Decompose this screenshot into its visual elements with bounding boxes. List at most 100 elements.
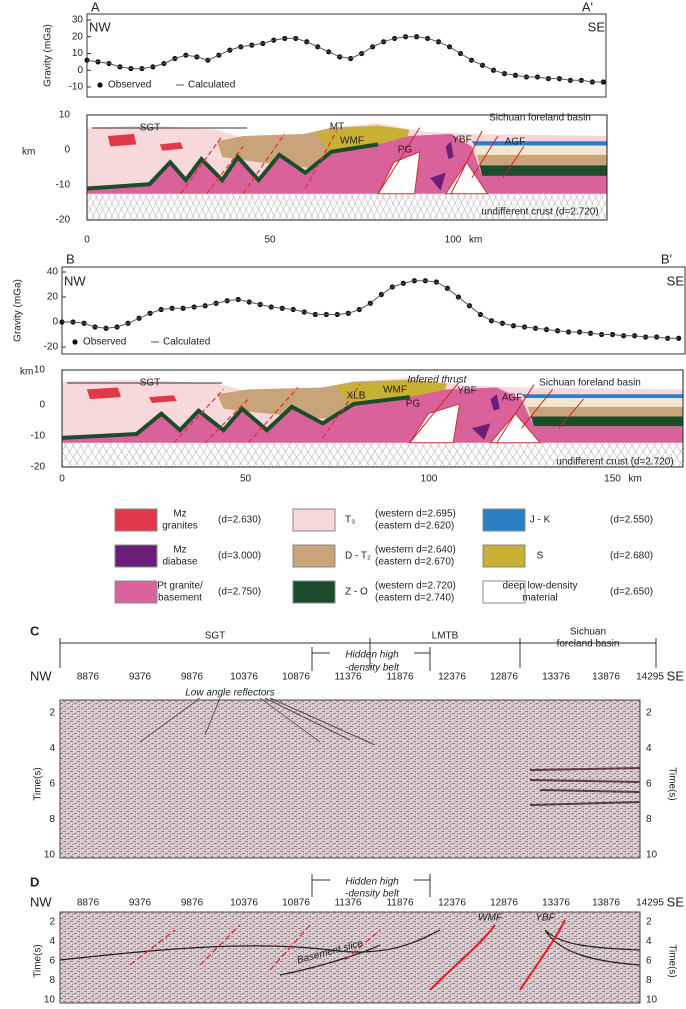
x-tick-label: 9376 xyxy=(129,898,152,909)
legend-density: (eastern d=2.740) xyxy=(375,593,454,604)
y-tick-label-right: 2 xyxy=(646,917,652,928)
legend-swatch xyxy=(293,545,335,567)
legend-name: deep low-density xyxy=(502,581,577,592)
section-label: YBF xyxy=(452,135,471,146)
legend-label: Observed xyxy=(83,337,126,348)
section-x-tick: 100 xyxy=(445,235,462,246)
legend-density: (western d=2.640) xyxy=(375,545,456,556)
legend-marker xyxy=(72,339,77,344)
section-x-tick: 0 xyxy=(59,474,65,485)
section-y-label: km xyxy=(20,367,33,378)
section-x-tick: 0 xyxy=(84,235,90,246)
section-y-label: km xyxy=(22,147,35,158)
panel-annotation: YBF xyxy=(535,913,555,924)
section-label: PG xyxy=(406,399,421,410)
x-tick-label: 12876 xyxy=(490,898,518,909)
figure: 3020100-10Gravity (mGa)AA'NWSEObservedCa… xyxy=(0,0,686,1009)
legend-swatch xyxy=(293,581,335,603)
section-label: YBF xyxy=(457,386,476,397)
x-tick-label: 9876 xyxy=(181,898,204,909)
y-tick-label-right: 6 xyxy=(646,956,652,967)
legend-density: (western d=2.695) xyxy=(375,509,456,520)
y-tick-label-right: 8 xyxy=(646,814,652,825)
legend-name: Z - O xyxy=(345,587,368,598)
legend-label: Calculated xyxy=(163,337,210,348)
zone-label: foreland basin xyxy=(557,639,620,650)
legend-name: T₃ xyxy=(345,515,355,526)
x-tick-label: 12376 xyxy=(438,898,466,909)
direction-right: SE xyxy=(667,668,685,683)
x-tick-label: 9876 xyxy=(181,672,204,683)
legend-swatch xyxy=(115,545,157,567)
section-x-tick: 150 xyxy=(604,474,621,485)
y-tick-label: 10 xyxy=(72,48,84,59)
legend-density: (d=3.000) xyxy=(218,551,261,562)
x-tick-label: 13876 xyxy=(592,672,620,683)
x-tick-label: 12876 xyxy=(490,672,518,683)
y-tick-label: 10 xyxy=(44,850,56,861)
profile-start: A xyxy=(91,0,100,14)
legend-density: (eastern d=2.670) xyxy=(375,557,454,568)
legend-name: Mz xyxy=(173,545,186,556)
section-label: AGF xyxy=(502,393,523,404)
section-y-tick: -10 xyxy=(31,431,46,442)
y-axis-label: Time(s) xyxy=(33,944,44,978)
direction-right: SE xyxy=(667,894,685,909)
section-label: Infered thrust xyxy=(408,375,468,386)
direction-left: NW xyxy=(64,273,86,288)
legend-swatch xyxy=(483,545,525,567)
legend-density: (eastern d=2.620) xyxy=(375,521,454,532)
section-x-tick: 50 xyxy=(264,235,276,246)
y-tick-label: 2 xyxy=(49,708,55,719)
x-tick-label: 10876 xyxy=(282,898,310,909)
section-label: PG xyxy=(398,145,413,156)
y-axis-label-right: Time(s) xyxy=(666,767,677,801)
legend-name: granites xyxy=(162,521,198,532)
x-tick-label: 10376 xyxy=(230,672,258,683)
panel-annotation: WMF xyxy=(478,913,503,924)
seismic-c-image xyxy=(60,700,640,858)
y-tick-label: 40 xyxy=(47,267,59,278)
panel-letter: C xyxy=(30,623,40,638)
legend-density: (western d=2.720) xyxy=(375,581,456,592)
section-y-tick: -20 xyxy=(31,462,46,473)
legend-name: basement xyxy=(158,593,202,604)
y-tick-label: 8 xyxy=(49,814,55,825)
calculated-line xyxy=(62,281,679,339)
section-y-tick: 10 xyxy=(59,110,71,121)
y-axis-label: Gravity (mGa) xyxy=(13,279,24,342)
y-tick-label-right: 6 xyxy=(646,779,652,790)
section-x-tick: 100 xyxy=(421,474,438,485)
direction-left: NW xyxy=(30,668,52,683)
x-tick-label: 8876 xyxy=(77,898,100,909)
x-tick-label: 8876 xyxy=(77,672,100,683)
legend-swatch xyxy=(293,509,335,531)
seismic-d-image xyxy=(60,912,640,1003)
panel-letter: D xyxy=(30,874,39,889)
section-y-tick: 10 xyxy=(34,365,46,376)
x-tick-label: 10376 xyxy=(230,898,258,909)
direction-right: SE xyxy=(588,19,606,34)
hidden-belt-label: Hidden high xyxy=(345,877,399,888)
profile-end: A' xyxy=(582,0,593,14)
legend-name: Mz xyxy=(173,509,186,520)
section-label: WMF xyxy=(340,136,364,147)
section-label: WMF xyxy=(383,385,407,396)
section-y-tick: 0 xyxy=(39,400,45,411)
section-label: undifferent crust (d=2.720) xyxy=(556,457,673,468)
y-tick-label: -20 xyxy=(44,342,59,353)
y-tick-label-right: 4 xyxy=(646,743,652,754)
section-y-tick: 0 xyxy=(64,145,70,156)
x-tick-label: 14295 xyxy=(636,898,664,909)
zone-label: Sichuan xyxy=(570,627,606,638)
legend-density: (d=2.750) xyxy=(218,587,261,598)
section-label: AGF xyxy=(505,137,526,148)
hidden-belt-label: -density belt xyxy=(345,889,400,900)
direction-left: NW xyxy=(89,19,111,34)
y-axis-label: Gravity (mGa) xyxy=(43,24,54,87)
y-tick-label: 10 xyxy=(44,995,56,1006)
x-tick-label: 13376 xyxy=(542,898,570,909)
plot-frame xyxy=(87,14,606,97)
legend-name: Pt granite/ xyxy=(157,581,203,592)
zone-label: LMTB xyxy=(432,631,459,642)
